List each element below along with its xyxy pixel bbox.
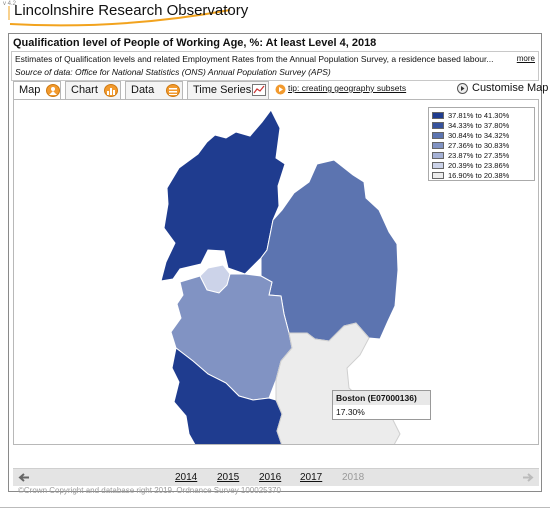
view-tabs: Map Chart Data Time Series tip: creat — [13, 81, 548, 100]
tip-label: tip: creating geography subsets — [288, 83, 407, 93]
tab-map-label: Map — [19, 84, 41, 96]
chevron-right-icon — [457, 83, 468, 94]
year-2017[interactable]: 2017 — [300, 472, 323, 483]
tab-map[interactable]: Map — [13, 81, 61, 100]
year-2015[interactable]: 2015 — [217, 472, 240, 483]
map-view[interactable]: 37.81% to 41.30% 34.33% to 37.80% 30.84%… — [13, 99, 539, 495]
time-series-icon — [252, 84, 266, 96]
legend-label: 34.33% to 37.80% — [448, 121, 510, 130]
report-panel: Qualification level of People of Working… — [8, 33, 548, 495]
legend-label: 27.36% to 30.83% — [448, 141, 510, 150]
legend-swatch — [432, 122, 444, 129]
legend-item: 30.84% to 34.32% — [432, 131, 534, 140]
legend-swatch — [432, 152, 444, 159]
page-title: Qualification level of People of Working… — [13, 37, 377, 49]
copyright-notice: ©Crown Copyright and database right 2019… — [18, 486, 281, 495]
year-2014[interactable]: 2014 — [175, 472, 198, 483]
legend-swatch — [432, 172, 444, 179]
region-south-kesteven[interactable] — [171, 347, 290, 444]
legend-label: 23.87% to 27.35% — [448, 151, 510, 160]
legend-swatch — [432, 162, 444, 169]
time-bar: 2014 2015 2016 2017 2018 — [13, 468, 539, 486]
arrow-left-icon — [18, 473, 29, 482]
next-year-button[interactable] — [521, 471, 535, 484]
play-icon — [275, 84, 286, 95]
source-text: Source of data: Office for National Stat… — [15, 67, 331, 77]
year-2018[interactable]: 2018 — [342, 472, 365, 483]
tab-time-series-label: Time Series — [193, 84, 252, 96]
legend-item: 34.33% to 37.80% — [432, 121, 534, 130]
tooltip-area-name: Boston (E07000136) — [333, 391, 430, 405]
previous-year-button[interactable] — [17, 471, 31, 484]
legend-label: 16.90% to 20.38% — [448, 171, 510, 180]
tab-time-series[interactable]: Time Series — [187, 81, 269, 99]
legend-swatch — [432, 112, 444, 119]
chart-icon — [104, 84, 118, 97]
customise-map-label: Customise Map — [472, 82, 549, 94]
tooltip-area-value: 17.30% — [336, 407, 365, 417]
legend-item: 20.39% to 23.86% — [432, 161, 534, 170]
brand-title: Lincolnshire Research Observatory — [14, 2, 249, 19]
tab-data[interactable]: Data — [125, 81, 183, 99]
description-text: Estimates of Qualification levels and re… — [15, 54, 494, 64]
brand-swoosh-logo — [8, 6, 231, 27]
legend-label: 30.84% to 34.32% — [448, 131, 510, 140]
legend-swatch — [432, 132, 444, 139]
legend-item: 16.90% to 20.38% — [432, 171, 534, 180]
region-west-lindsey[interactable] — [160, 109, 286, 282]
more-link[interactable]: more — [516, 54, 535, 63]
data-icon — [166, 84, 180, 97]
legend-swatch — [432, 142, 444, 149]
legend-item: 23.87% to 27.35% — [432, 151, 534, 160]
arrow-right-icon — [523, 473, 534, 482]
legend-item: 27.36% to 30.83% — [432, 141, 534, 150]
region-boston[interactable] — [275, 322, 401, 444]
legend-label: 20.39% to 23.86% — [448, 161, 510, 170]
brand-header: Lincolnshire Research Observatory — [0, 0, 550, 30]
legend-label: 37.81% to 41.30% — [448, 111, 510, 120]
description-box: Estimates of Qualification levels and re… — [11, 51, 539, 81]
year-2016[interactable]: 2016 — [259, 472, 282, 483]
tab-chart[interactable]: Chart — [65, 81, 121, 99]
map-icon — [46, 84, 60, 97]
version-label: v 4.2 — [3, 1, 17, 7]
tab-data-label: Data — [131, 84, 155, 96]
legend-item: 37.81% to 41.30% — [432, 111, 534, 120]
map-tooltip: Boston (E07000136) 17.30% — [332, 390, 431, 420]
map-legend: 37.81% to 41.30% 34.33% to 37.80% 30.84%… — [428, 107, 535, 181]
divider — [0, 507, 550, 508]
tab-chart-label: Chart — [71, 84, 98, 96]
